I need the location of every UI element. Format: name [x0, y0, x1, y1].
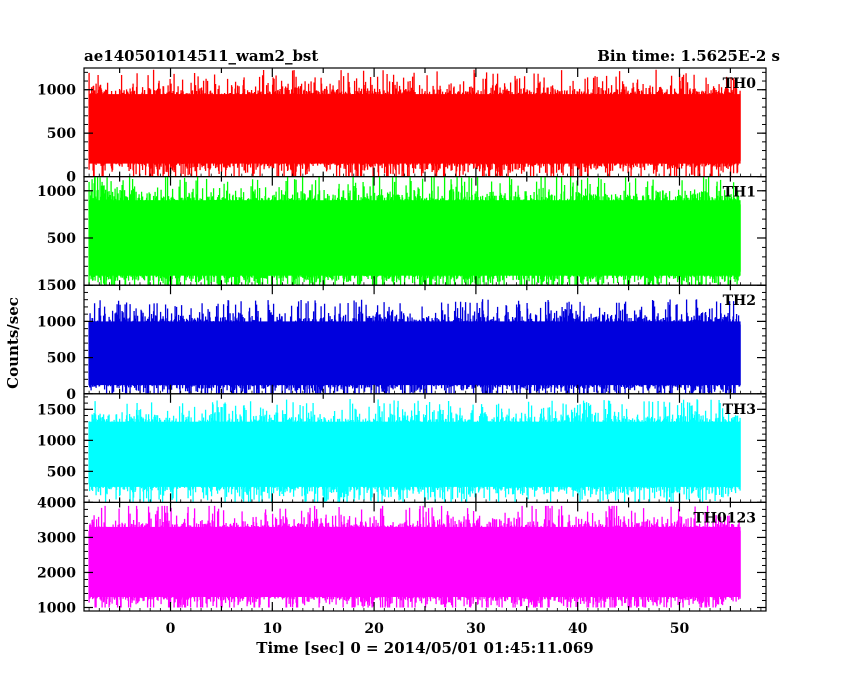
y-tick-label: 500 [47, 231, 76, 247]
y-tick-label: 500 [47, 126, 76, 142]
y-tick-label: 0 [66, 387, 76, 403]
panels-group: 0 500 1000 TH0 0 500 1000 TH1 0 500 1000 1500 TH2 0 50… [37, 67, 767, 616]
panel-th1: 0 500 1000 TH1 [37, 176, 767, 294]
bin-time-label: Bin time: 1.5625E-2 s [597, 47, 780, 65]
y-tick-label: 1000 [37, 83, 76, 99]
y-tick-label: 1000 [37, 600, 76, 616]
y-tick-label: 4000 [37, 495, 76, 511]
y-axis-title: Counts/sec [4, 297, 22, 389]
panel-th2: 0 500 1000 1500 TH2 [37, 278, 767, 403]
x-tick-label: 40 [568, 621, 588, 637]
x-axis-title: Time [sec] 0 = 2014/05/01 01:45:11.069 [256, 639, 593, 657]
panel-th0123: 1000 2000 3000 4000 TH0123 [37, 495, 767, 616]
y-tick-label: 1500 [37, 278, 76, 294]
panel-name-label: TH2 [723, 293, 756, 309]
x-tick-label: 50 [670, 621, 690, 637]
y-tick-label: 0 [66, 495, 76, 511]
y-tick-label: 1000 [37, 314, 76, 330]
y-tick-label: 2000 [37, 565, 76, 581]
y-tick-label: 1000 [37, 184, 76, 200]
panel-th3: 0 500 1000 1500 TH3 [37, 393, 767, 511]
x-axis: 0 10 20 30 40 50 [166, 621, 690, 637]
y-tick-label: 500 [47, 464, 76, 480]
y-tick-label: 3000 [37, 530, 76, 546]
y-tick-label: 1500 [37, 402, 76, 418]
panel-name-label: TH0 [723, 76, 757, 92]
series-th0123-core [89, 526, 741, 597]
y-tick-label: 500 [47, 351, 76, 367]
y-tick-label: 0 [66, 278, 76, 294]
panel-name-label: TH3 [723, 402, 756, 418]
panel-name-label: TH0123 [693, 510, 756, 526]
x-tick-label: 30 [466, 621, 486, 637]
x-tick-label: 0 [166, 621, 176, 637]
y-tick-label: 1000 [37, 433, 76, 449]
y-tick-label: 0 [66, 170, 76, 186]
panel-th0: 0 500 1000 TH0 [37, 67, 767, 186]
chart-title: ae140501014511_wam2_bst [84, 47, 318, 65]
series-th0-core [89, 94, 741, 164]
panel-name-label: TH1 [723, 185, 756, 201]
x-tick-label: 10 [263, 621, 283, 637]
series-th2-core [89, 321, 741, 386]
series-th1-core [89, 200, 741, 276]
x-tick-label: 20 [364, 621, 384, 637]
series-th3-core [89, 421, 741, 487]
